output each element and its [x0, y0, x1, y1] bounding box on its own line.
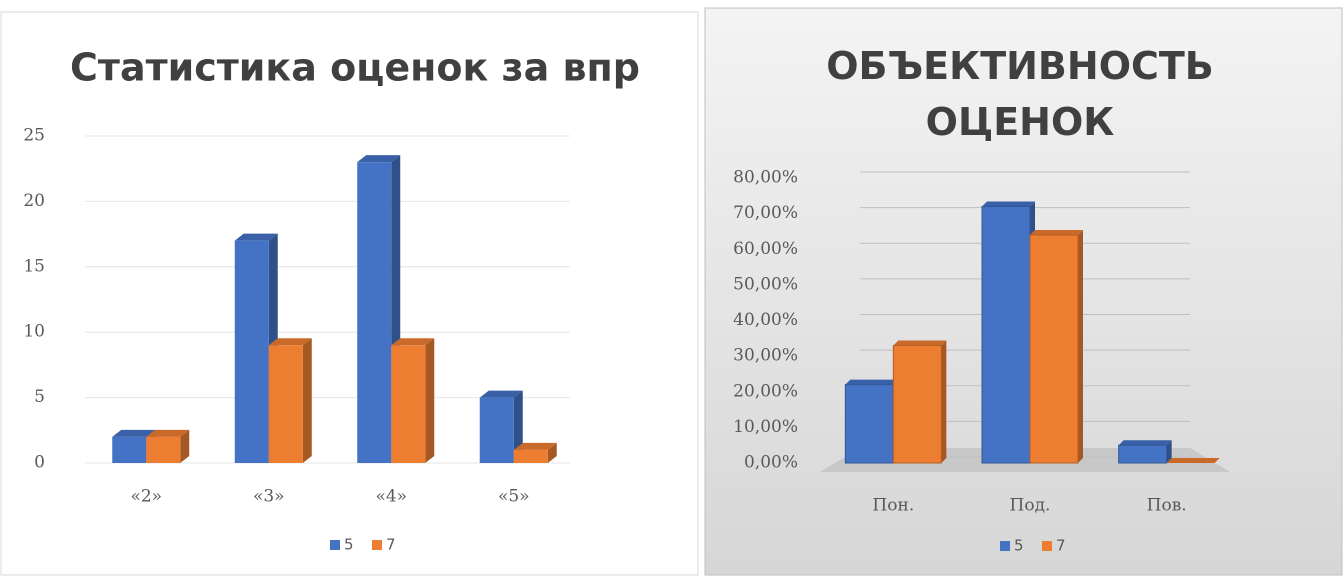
legend-label: 5	[344, 536, 354, 554]
bar-top	[268, 338, 312, 346]
y-tick-label: 10,00%	[733, 417, 798, 437]
chart-title: ОБЪЕКТИВНОСТЬ ОЦЕНОК	[826, 44, 1214, 144]
bar-side	[180, 429, 190, 463]
y-tick-label: 5	[34, 387, 45, 407]
bar-side	[1078, 230, 1083, 463]
y-tick-label: 30,00%	[733, 346, 798, 366]
y-tick-label: 25	[23, 126, 45, 146]
bar-top	[1030, 230, 1083, 235]
bar	[1029, 234, 1079, 464]
y-tick-label: 60,00%	[733, 239, 798, 259]
bar	[357, 162, 392, 463]
bar	[892, 344, 942, 464]
bar-side	[1166, 440, 1172, 463]
x-tick-label: «3»	[253, 487, 285, 507]
y-tick-label: 80,00%	[733, 168, 798, 188]
bar-top	[234, 233, 278, 241]
legend-swatch	[372, 540, 382, 550]
y-tick-label: 0,00%	[744, 453, 798, 473]
x-tick-label: Под.	[1010, 496, 1051, 516]
legend-swatch	[330, 540, 340, 550]
bar	[146, 436, 181, 463]
legend-label: 5	[1014, 537, 1024, 555]
y-tick-label: 20	[23, 191, 45, 211]
legend-label: 7	[386, 536, 396, 554]
bar	[513, 449, 548, 463]
bar-top	[982, 201, 1035, 207]
y-tick-label: 10	[23, 322, 45, 342]
legend-label: 7	[1056, 537, 1066, 555]
bar-top	[1166, 458, 1220, 463]
bar	[112, 436, 147, 463]
bar-top	[146, 429, 190, 437]
bar	[844, 384, 894, 464]
y-tick-label: 70,00%	[733, 203, 798, 223]
bar-side	[302, 338, 312, 463]
x-tick-label: Пов.	[1147, 496, 1187, 516]
bar	[1118, 444, 1168, 464]
legend-swatch	[1042, 541, 1052, 551]
x-tick-label: «2»	[130, 487, 162, 507]
bar	[981, 206, 1031, 464]
panel-left	[0, 11, 699, 576]
bar-top	[893, 340, 947, 346]
bar-top	[112, 429, 156, 437]
y-tick-label: 15	[23, 256, 45, 276]
bar-side	[941, 340, 947, 463]
bar	[234, 240, 269, 463]
bar-top	[513, 442, 557, 450]
bar	[391, 345, 426, 463]
bar-top	[1118, 440, 1172, 446]
bar	[268, 345, 303, 463]
bar	[479, 397, 514, 463]
x-tick-label: Пон.	[872, 496, 914, 516]
y-tick-label: 50,00%	[733, 274, 798, 294]
y-tick-label: 0	[34, 453, 45, 473]
bar-side	[547, 442, 557, 463]
title-box: ОБЪЕКТИВНОСТЬ ОЦЕНОК	[826, 44, 1214, 144]
legend-swatch	[1000, 541, 1010, 551]
x-tick-label: «4»	[375, 487, 407, 507]
chart-title: Статистика оценок за впр	[70, 46, 640, 90]
y-tick-label: 40,00%	[733, 310, 798, 330]
bar-top	[391, 338, 435, 346]
bar-top	[845, 379, 899, 385]
y-tick-label: 20,00%	[733, 381, 798, 401]
bar-top	[357, 155, 401, 163]
x-tick-label: «5»	[498, 487, 530, 507]
bar-side	[425, 338, 435, 463]
bar-top	[479, 390, 523, 398]
